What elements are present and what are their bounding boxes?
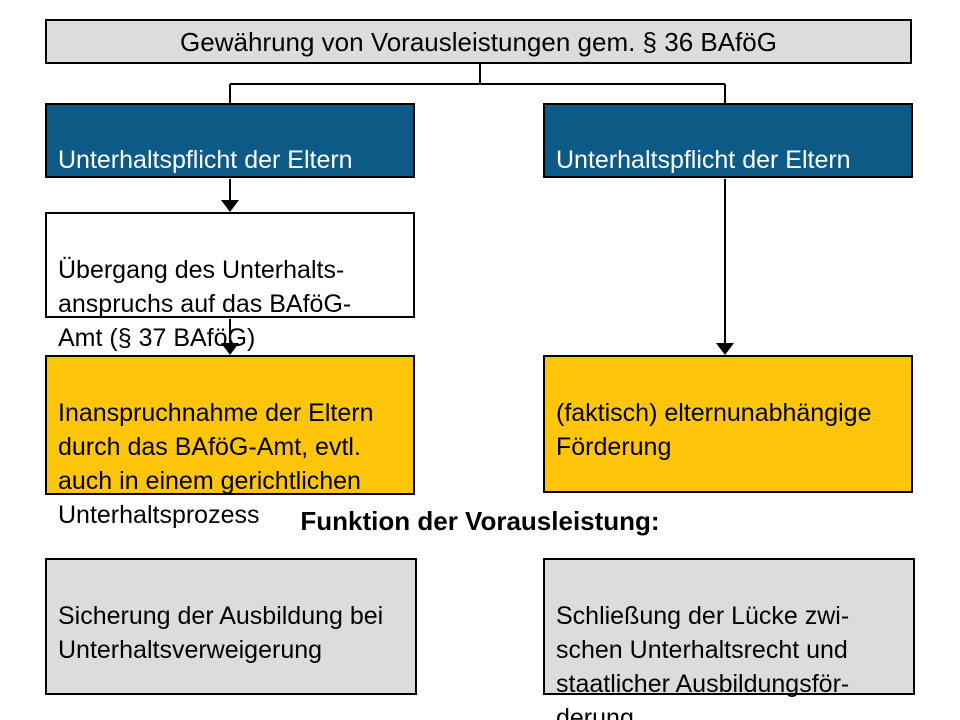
branch-split-connector	[229, 64, 726, 103]
function-right-text: Schließung der Lücke zwi- schen Unterhal…	[556, 602, 850, 720]
result-box-parent-independent-funding: (faktisch) elternunabhängige Förderung	[543, 355, 913, 493]
result-right-text: (faktisch) elternunabhängige Förderung	[556, 399, 872, 461]
title-text: Gewährung von Vorausleistungen gem. § 36…	[180, 26, 777, 57]
arrowhead-right-result	[716, 343, 734, 355]
result-box-claim-against-parents: Inanspruchnahme der Eltern durch das BAf…	[45, 355, 415, 529]
function-left-text: Sicherung der Ausbildung bei Unterhaltsv…	[58, 602, 384, 664]
title-box: Gewährung von Vorausleistungen gem. § 36…	[45, 19, 912, 64]
condition-left-line1: Unterhaltspflicht der Eltern	[58, 146, 353, 174]
condition-box-obligation-exists: Unterhaltspflicht der Eltern besteht	[45, 103, 415, 242]
result-left-text: Inanspruchnahme der Eltern durch das BAf…	[58, 399, 374, 529]
function-box-securing-education: Sicherung der Ausbildung bei Unterhaltsv…	[45, 558, 417, 695]
transfer-claim-text: Übergang des Unterhalts- anspruchs auf d…	[58, 256, 352, 352]
transfer-claim-box: Übergang des Unterhalts- anspruchs auf d…	[45, 212, 415, 352]
function-box-closing-gap: Schließung der Lücke zwi- schen Unterhal…	[543, 558, 915, 720]
condition-box-obligation-not-exists: Unterhaltspflicht der Eltern besteht nic…	[543, 103, 913, 242]
condition-right-line2: besteht nicht	[556, 214, 712, 242]
function-heading: Funktion der Vorausleistung:	[300, 506, 660, 536]
condition-right-line1: Unterhaltspflicht der Eltern	[556, 146, 851, 174]
